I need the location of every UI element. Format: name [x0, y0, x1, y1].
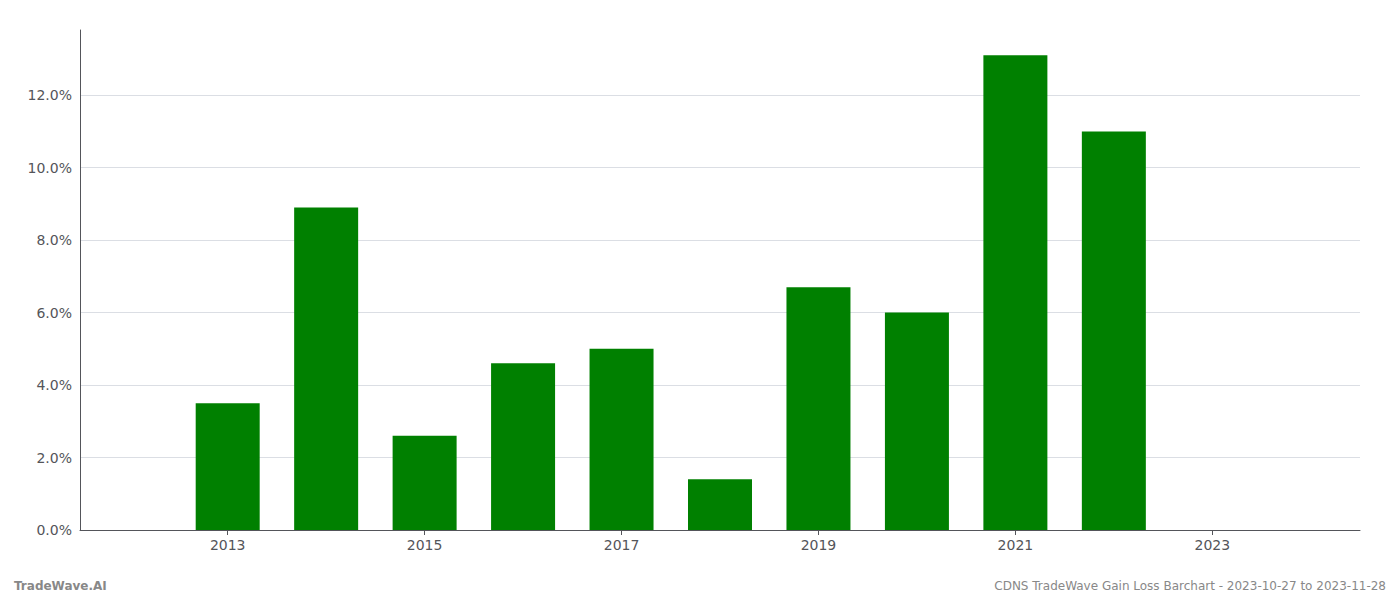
- svg-text:4.0%: 4.0%: [36, 377, 72, 393]
- svg-text:10.0%: 10.0%: [28, 160, 72, 176]
- svg-text:6.0%: 6.0%: [36, 305, 72, 321]
- svg-text:2023: 2023: [1194, 537, 1230, 553]
- svg-text:TradeWave.AI: TradeWave.AI: [14, 579, 107, 593]
- svg-text:2013: 2013: [210, 537, 246, 553]
- svg-text:2019: 2019: [801, 537, 837, 553]
- svg-text:2015: 2015: [407, 537, 443, 553]
- svg-text:2017: 2017: [604, 537, 640, 553]
- svg-text:2021: 2021: [998, 537, 1034, 553]
- svg-text:0.0%: 0.0%: [36, 522, 72, 538]
- svg-text:2.0%: 2.0%: [36, 450, 72, 466]
- svg-text:8.0%: 8.0%: [36, 232, 72, 248]
- svg-text:CDNS TradeWave Gain Loss Barch: CDNS TradeWave Gain Loss Barchart - 2023…: [994, 579, 1386, 593]
- svg-text:12.0%: 12.0%: [28, 87, 72, 103]
